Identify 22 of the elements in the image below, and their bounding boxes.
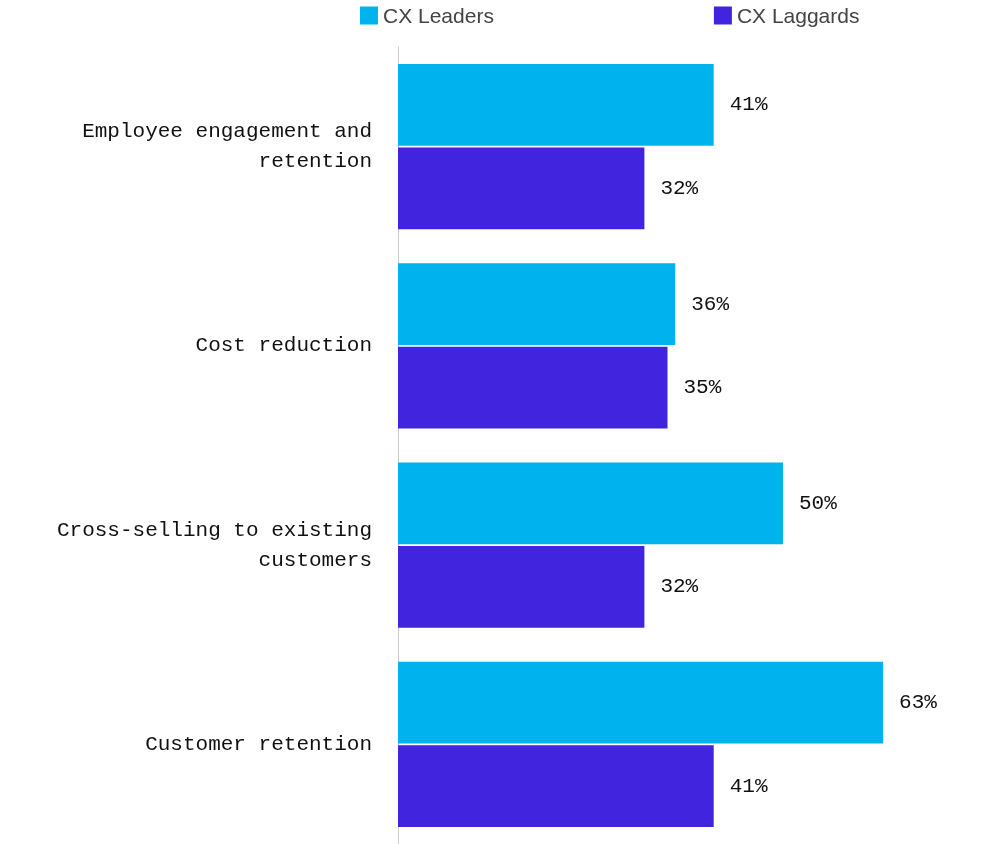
data-label: 41% [729,774,768,798]
bar [398,462,783,545]
bar [398,147,645,230]
data-label: 63% [899,691,938,715]
bar [398,745,714,828]
y-tick-label: Employee engagement and retention [82,120,372,174]
y-tick-label: Customer retention [145,732,372,756]
bar [398,346,668,429]
y-tick-label: Cross-selling to existing customers [56,518,372,572]
bar [398,661,884,744]
y-tick-label: Cost reduction [195,334,372,358]
data-label: 32% [660,575,699,599]
bar [398,263,676,346]
data-label: 36% [691,292,730,316]
legend-label: CX Laggards [736,4,860,27]
data-label: 35% [683,376,722,400]
legend-label: CX Leaders [383,4,494,27]
data-label: 50% [799,491,838,515]
data-label: 41% [729,93,768,117]
bar [398,545,645,628]
bar [398,63,714,146]
data-label: 32% [660,176,699,200]
